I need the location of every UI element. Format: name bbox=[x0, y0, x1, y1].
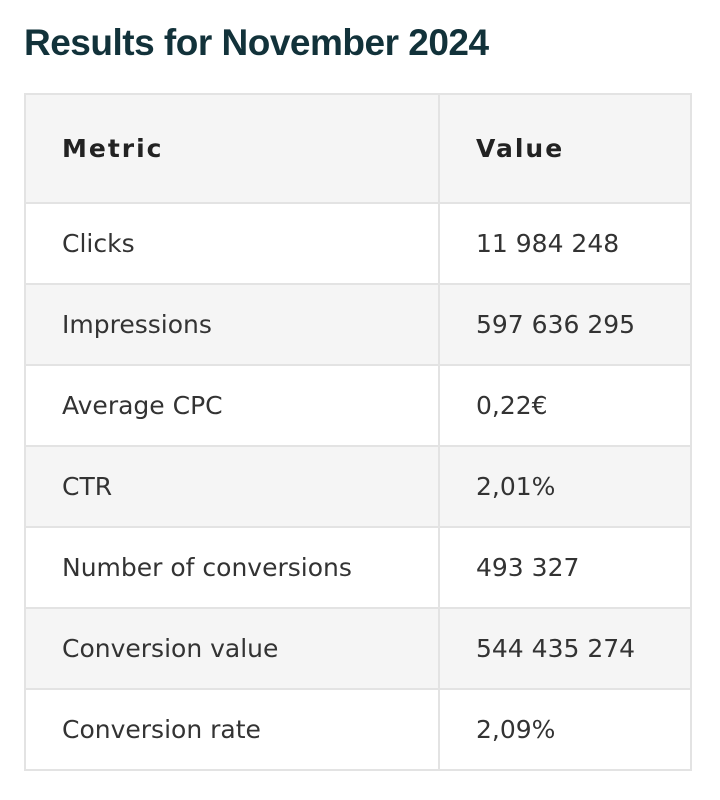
metric-cell: Average CPC bbox=[24, 364, 440, 447]
metric-cell: Impressions bbox=[24, 283, 440, 366]
results-table: Metric Value Clicks 11 984 248 Impressions 5… bbox=[24, 93, 692, 771]
column-header: Value bbox=[438, 93, 692, 204]
table-row: Average CPC 0,22€ bbox=[24, 364, 692, 447]
value-cell: 493 327 bbox=[438, 526, 692, 609]
table-row: Conversion value 544 435 274 bbox=[24, 607, 692, 690]
value-cell: 2,09% bbox=[438, 688, 692, 771]
value-cell: 0,22€ bbox=[438, 364, 692, 447]
table-row: CTR 2,01% bbox=[24, 445, 692, 528]
value-cell: 544 435 274 bbox=[438, 607, 692, 690]
metric-cell: Conversion rate bbox=[24, 688, 440, 771]
table-row: Impressions 597 636 295 bbox=[24, 283, 692, 366]
value-cell: 2,01% bbox=[438, 445, 692, 528]
metric-cell: CTR bbox=[24, 445, 440, 528]
metric-cell: Number of conversions bbox=[24, 526, 440, 609]
table-body: Clicks 11 984 248 Impressions 597 636 295 Av… bbox=[24, 202, 692, 771]
table-row: Number of conversions 493 327 bbox=[24, 526, 692, 609]
header-row: Metric Value bbox=[24, 93, 692, 204]
table-row: Conversion rate 2,09% bbox=[24, 688, 692, 771]
value-cell: 597 636 295 bbox=[438, 283, 692, 366]
title: Results for November 2024 bbox=[24, 22, 489, 63]
metric-cell: Conversion value bbox=[24, 607, 440, 690]
value-cell: 11 984 248 bbox=[438, 202, 692, 285]
metric-cell: Clicks bbox=[24, 202, 440, 285]
table-head: Metric Value bbox=[24, 93, 692, 204]
column-header: Metric bbox=[24, 93, 440, 204]
table-row: Clicks 11 984 248 bbox=[24, 202, 692, 285]
